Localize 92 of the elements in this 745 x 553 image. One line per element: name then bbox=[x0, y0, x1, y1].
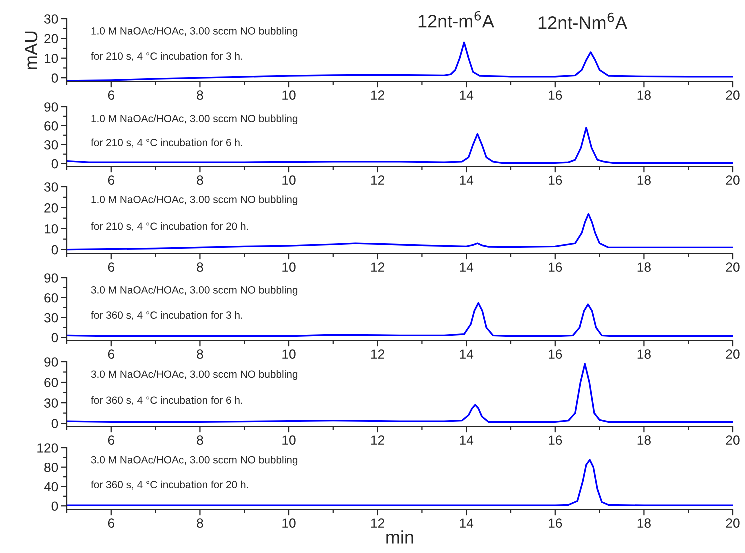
x-tick-label: 12 bbox=[371, 176, 384, 185]
x-tick-label: 16 bbox=[549, 90, 562, 100]
annotation: for 210 s, 4 °C incubation for 6 h. bbox=[91, 138, 242, 148]
x-tick-label: 14 bbox=[460, 350, 474, 359]
y-tick-label: 40 bbox=[44, 482, 58, 492]
y-tick-label: 90 bbox=[44, 102, 58, 112]
y-tick-label: 20 bbox=[44, 204, 58, 213]
x-tick-label: 20 bbox=[726, 436, 740, 446]
x-tick-label: 16 bbox=[549, 350, 562, 360]
y-tick-label: 0 bbox=[52, 74, 58, 83]
y-tick-label: 0 bbox=[52, 419, 58, 428]
annotation: 3.0 M NaOAc/HOAc, 3.00 sccm NO bubbling bbox=[91, 286, 298, 296]
annotation: for 210 s, 4 °C incubation for 20 h. bbox=[91, 222, 248, 232]
y-tick-label: 10 bbox=[45, 224, 58, 234]
y-tick-label: 60 bbox=[44, 293, 58, 303]
y-tick-label: 120 bbox=[38, 444, 58, 453]
annotation: 3.0 M NaOAc/HOAc, 3.00 sccm NO bubbling bbox=[91, 370, 298, 380]
y-tick-label: 60 bbox=[44, 122, 58, 131]
line-series bbox=[67, 213, 733, 251]
y-tick-label: 60 bbox=[44, 378, 58, 388]
x-tick-label: 12 bbox=[371, 518, 384, 528]
x-tick-label: 6 bbox=[108, 436, 114, 446]
annotation: for 360 s, 4 °C incubation for 20 h. bbox=[91, 480, 248, 490]
annotation: for 360 s, 4 °C incubation for 3 h. bbox=[91, 311, 242, 320]
annotation: 3.0 M NaOAc/HOAc, 3.00 sccm NO bubbling bbox=[91, 456, 298, 466]
x-tick-label: 20 bbox=[726, 262, 740, 272]
y-tick-label: 30 bbox=[44, 140, 58, 150]
x-tick-label: 16 bbox=[549, 262, 562, 272]
line-series bbox=[67, 363, 733, 424]
annotation: 12nt-Nm$^{6}$A bbox=[538, 12, 628, 30]
x-tick-label: 18 bbox=[638, 262, 651, 272]
y-axis-title: mAU bbox=[25, 32, 38, 70]
x-tick-label: 10 bbox=[282, 90, 296, 100]
x-tick-label: 6 bbox=[108, 90, 114, 100]
x-tick-label: 10 bbox=[282, 436, 296, 446]
x-tick-label: 12 bbox=[371, 350, 384, 359]
x-tick-label: 8 bbox=[197, 176, 204, 186]
y-tick-label: 0 bbox=[52, 245, 58, 255]
x-tick-label: 20 bbox=[726, 90, 740, 100]
y-tick-label: 90 bbox=[44, 358, 58, 367]
x-tick-label: 20 bbox=[726, 518, 740, 528]
y-tick-label: 30 bbox=[44, 398, 58, 408]
y-tick-label: 90 bbox=[44, 274, 58, 283]
x-tick-label: 14 bbox=[460, 262, 474, 272]
y-tick-label: 80 bbox=[44, 462, 58, 472]
x-tick-label: 18 bbox=[638, 518, 651, 528]
annotation: 12nt-m$^{6}$A bbox=[418, 11, 494, 28]
y-tick-label: 30 bbox=[44, 313, 58, 323]
y-tick-label: 30 bbox=[44, 182, 58, 192]
annotation: 1.0 M NaOAc/HOAc, 3.00 sccm NO bubbling bbox=[92, 196, 298, 206]
annotation: for 210 s, 4 °C incubation for 3 h. bbox=[91, 52, 242, 62]
x-tick-label: 14 bbox=[460, 518, 474, 528]
x-tick-label: 16 bbox=[549, 518, 562, 528]
x-tick-label: 18 bbox=[638, 176, 651, 186]
x-tick-label: 6 bbox=[108, 518, 114, 528]
x-tick-label: 12 bbox=[371, 262, 384, 272]
x-tick-label: 18 bbox=[638, 436, 651, 446]
annotation: for 360 s, 4 °C incubation for 6 h. bbox=[91, 396, 242, 406]
x-tick-label: 14 bbox=[460, 436, 474, 445]
x-tick-label: 16 bbox=[549, 436, 562, 446]
x-tick-label: 20 bbox=[726, 176, 740, 186]
x-tick-label: 18 bbox=[638, 90, 651, 100]
x-tick-label: 6 bbox=[108, 176, 114, 186]
x-tick-label: 18 bbox=[638, 350, 651, 360]
x-tick-label: 16 bbox=[549, 176, 562, 186]
x-tick-label: 8 bbox=[197, 350, 204, 360]
y-tick-label: 20 bbox=[44, 34, 58, 44]
x-tick-label: 8 bbox=[197, 436, 204, 446]
annotation: 1.0 M NaOAc/HOAc, 3.00 sccm NO bubbling bbox=[92, 27, 298, 37]
x-tick-label: 14 bbox=[460, 90, 474, 100]
x-tick-label: 12 bbox=[371, 436, 384, 445]
x-tick-label: 10 bbox=[282, 350, 296, 360]
y-tick-label: 0 bbox=[52, 502, 58, 512]
y-tick-label: 0 bbox=[52, 333, 58, 343]
x-tick-label: 10 bbox=[282, 262, 296, 272]
x-tick-label: 6 bbox=[108, 262, 114, 272]
x-axis-title: min bbox=[386, 530, 414, 544]
line-series bbox=[67, 302, 733, 338]
annotation: 1.0 M NaOAc/HOAc, 3.00 sccm NO bubbling bbox=[92, 114, 298, 125]
x-tick-label: 6 bbox=[108, 350, 114, 360]
x-tick-label: 10 bbox=[282, 176, 296, 186]
y-tick-label: 0 bbox=[52, 159, 58, 169]
y-tick-label: 30 bbox=[44, 14, 58, 24]
line-series bbox=[67, 127, 733, 164]
x-tick-label: 20 bbox=[726, 350, 740, 360]
x-tick-label: 8 bbox=[197, 262, 204, 272]
x-tick-label: 8 bbox=[197, 90, 204, 100]
y-tick-label: 10 bbox=[45, 54, 58, 64]
x-tick-label: 10 bbox=[282, 518, 296, 528]
x-tick-label: 12 bbox=[371, 90, 384, 100]
x-tick-label: 8 bbox=[197, 518, 204, 528]
x-tick-label: 14 bbox=[460, 176, 474, 185]
